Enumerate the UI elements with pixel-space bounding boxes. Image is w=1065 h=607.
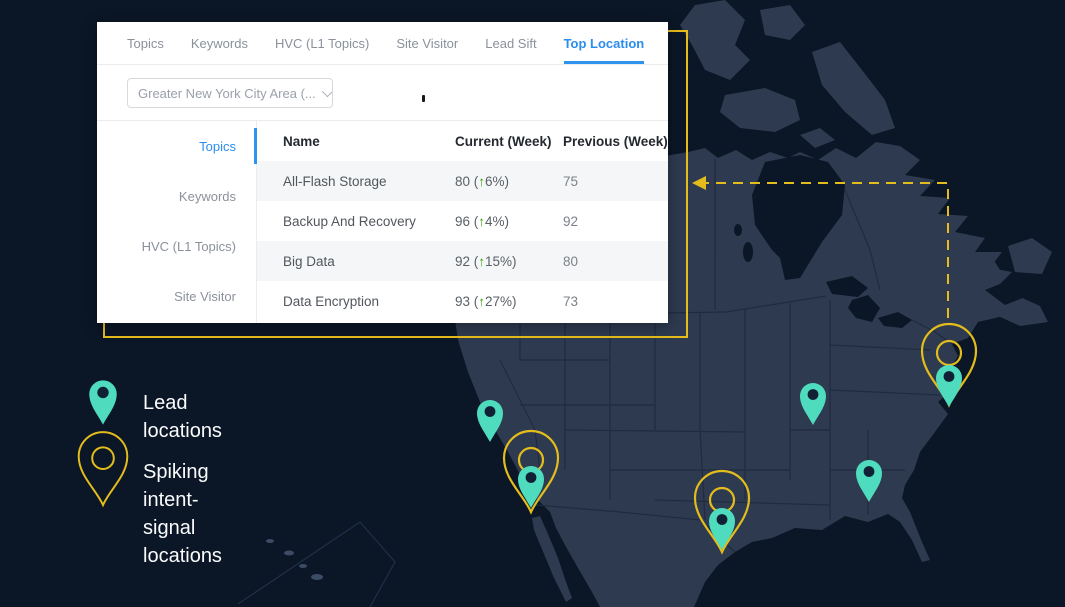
side-nav-item-site-visitor[interactable]: Site Visitor: [174, 288, 236, 304]
side-nav-item-keywords[interactable]: Keywords: [178, 188, 236, 204]
cell-current-week: 92 (↑15%): [455, 253, 517, 269]
legend-label: Spiking intent-signal locations: [143, 461, 222, 567]
cell-name: Big Data: [283, 253, 335, 269]
trend-up-icon: ↑: [478, 293, 486, 309]
tab-topics[interactable]: Topics: [127, 35, 164, 51]
hawaii-inset: [237, 521, 396, 607]
panel-tab-bar: Topics Keywords HVC (L1 Topics) Site Visito…: [97, 22, 668, 65]
cell-previous-week: 92: [563, 213, 579, 229]
lead-location-pin[interactable]: [513, 464, 549, 510]
cursor-artifact: [422, 95, 425, 102]
location-filter-dropdown[interactable]: Greater New York City Area (...: [127, 78, 333, 108]
side-nav-item-hvc-l1-topics-[interactable]: HVC (L1 Topics): [141, 238, 236, 254]
trend-up-icon: ↑: [478, 253, 486, 269]
table-row[interactable]: Big Data 92 (↑15%) 80: [257, 241, 668, 281]
lead-location-pin[interactable]: [472, 398, 508, 444]
column-header-previous: Previous (Week): [563, 133, 668, 149]
column-header-current: Current (Week): [455, 133, 552, 149]
lead-location-legend-icon: [84, 378, 122, 427]
tab-lead-sift[interactable]: Lead Sift: [485, 35, 537, 51]
tab-site-visitor[interactable]: Site Visitor: [396, 35, 459, 51]
cell-name: Backup And Recovery: [283, 213, 416, 229]
lead-location-pin[interactable]: [931, 363, 967, 409]
lead-location-pin[interactable]: [704, 506, 740, 552]
trend-up-icon: ↑: [478, 173, 486, 189]
trend-up-icon: ↑: [478, 213, 486, 229]
table-row[interactable]: Backup And Recovery 96 (↑4%) 92: [257, 201, 668, 241]
tab-top-location[interactable]: Top Location: [563, 22, 644, 64]
table-row[interactable]: All-Flash Storage 80 (↑6%) 75: [257, 161, 668, 201]
cell-previous-week: 73: [563, 293, 579, 309]
intent-data-panel: Topics Keywords HVC (L1 Topics) Site Visito…: [97, 22, 668, 323]
spiking-signal-legend-icon: [76, 430, 130, 508]
legend-label: Lead locations: [143, 392, 222, 442]
tab-hvc-l1-topics-[interactable]: HVC (L1 Topics): [274, 35, 370, 51]
cell-current-week: 80 (↑6%): [455, 173, 510, 189]
column-header-name: Name: [283, 133, 320, 149]
location-filter-value: Greater New York City Area (...: [138, 85, 316, 101]
cell-current-week: 93 (↑27%): [455, 293, 517, 309]
cell-name: Data Encryption: [283, 293, 380, 309]
cell-current-week: 96 (↑4%): [455, 213, 510, 229]
inland-water: [734, 155, 1030, 328]
cell-name: All-Flash Storage: [283, 173, 387, 189]
table-row[interactable]: Data Encryption 93 (↑27%) 73: [257, 281, 668, 321]
cell-previous-week: 75: [563, 173, 579, 189]
tab-keywords[interactable]: Keywords: [190, 35, 248, 51]
chevron-down-icon: [321, 85, 332, 98]
panel-content: Topics Keywords HVC (L1 Topics) Site Visito…: [97, 120, 668, 323]
topics-table: Name Current (Week) Previous (Week) All-…: [257, 121, 668, 323]
cell-previous-week: 80: [563, 253, 579, 269]
lead-location-pin[interactable]: [795, 381, 831, 427]
lead-location-pin[interactable]: [851, 458, 887, 504]
table-header-row: Name Current (Week) Previous (Week): [257, 121, 668, 161]
side-nav: Topics Keywords HVC (L1 Topics) Site Visito…: [97, 121, 257, 323]
side-nav-item-topics[interactable]: Topics: [97, 121, 257, 171]
